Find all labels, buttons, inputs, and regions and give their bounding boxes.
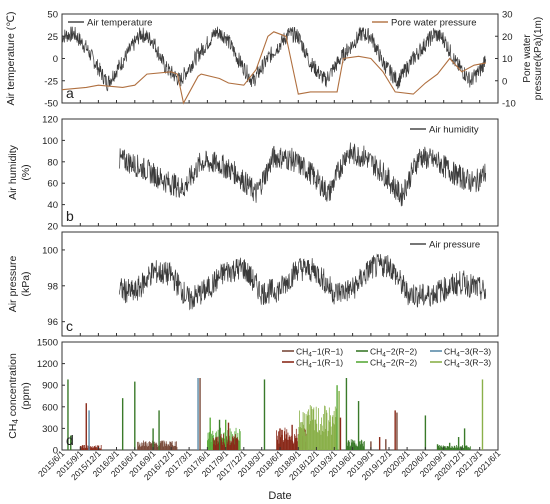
legend-air-pressure: Air pressure — [429, 240, 480, 251]
panel-a-ytick-label-right: 30 — [502, 10, 513, 21]
panel-a-ylabel-right-2: pressure(kPa)(1m) — [533, 17, 544, 100]
panel-d-ytick-label: 1200 — [37, 359, 58, 370]
panel-b-ytick-label: 120 — [42, 115, 58, 126]
panel-d-ylabel-unit: (ppm) — [20, 382, 32, 409]
panel-a-ytick-label-right: -10 — [502, 99, 516, 110]
panel-c-panel-label: c — [66, 318, 73, 334]
air-humidity-line — [118, 142, 487, 207]
panel-a-ytick-label-right: 10 — [502, 54, 513, 65]
panel-b-panel-label: b — [66, 208, 74, 224]
panel-a-ytick-label-right: 20 — [502, 32, 513, 43]
panel-b-ytick-label: 80 — [47, 157, 58, 168]
legend-ch4-5: CH4−2(R−2) — [370, 358, 417, 370]
air-pressure-line — [118, 253, 487, 311]
legend-ch4-3: CH4−3(R−3) — [444, 347, 491, 359]
panel-a-ytick-label-right: 0 — [502, 76, 507, 87]
panel-b-ytick-label: 100 — [42, 136, 58, 147]
panel-a-ylabel: Air temperature (℃) — [5, 11, 17, 105]
panel-a-ytick-label: 25 — [47, 32, 58, 43]
panel-a-panel-label: a — [66, 85, 74, 101]
legend-air-humidity: Air humidity — [429, 125, 479, 136]
panel-d-xlabel: Date — [268, 490, 291, 502]
panel-a-ytick-label: 50 — [47, 10, 58, 21]
panel-d-panel-label: d — [66, 432, 74, 448]
panel-b-ytick-label: 20 — [47, 222, 58, 233]
panel-a-ytick-label: 0 — [53, 54, 58, 65]
panel-d-ytick-label: 600 — [42, 402, 58, 413]
panel-d-ytick-label: 300 — [42, 424, 58, 435]
panel-d-ytick-label: 1500 — [37, 338, 58, 349]
legend-air-temperature: Air temperature — [87, 18, 152, 29]
panel-d-ytick-label: 900 — [42, 381, 58, 392]
panel-d-ylabel: CH4 concentration — [7, 353, 20, 439]
pore-water-pressure-line — [61, 31, 487, 105]
panel-b-ylabel: Air humidity — [7, 144, 19, 200]
panel-b-ytick-label: 40 — [47, 200, 58, 211]
panel-d-ytick-label: 0 — [53, 446, 58, 457]
panel-c-ytick-label: 96 — [47, 317, 58, 328]
panel-a-ytick-label: -50 — [44, 99, 58, 110]
panel-b-ylabel-unit: (%) — [20, 164, 32, 180]
legend-ch4-6: CH4−3(R−3) — [444, 358, 491, 370]
legend-ch4-1: CH4−1(R−1) — [296, 347, 343, 359]
legend-pore-water-pressure: Pore water pressure — [391, 18, 477, 29]
air-temperature-line — [61, 26, 487, 92]
legend-ch4-2: CH4−2(R−2) — [370, 347, 417, 359]
panel-c-ytick-label: 100 — [42, 245, 58, 256]
panel-c-ylabel: Air pressure — [7, 256, 19, 313]
legend-ch4-4: CH4−1(R−1) — [296, 358, 343, 370]
panel-a-ytick-label: -25 — [44, 76, 58, 87]
panel-c-ytick-label: 98 — [47, 281, 58, 292]
panel-c-ylabel-unit: (kPa) — [20, 271, 32, 296]
panel-b-ytick-label: 60 — [47, 179, 58, 190]
panel-a-ylabel-right: Pore water — [522, 34, 533, 83]
